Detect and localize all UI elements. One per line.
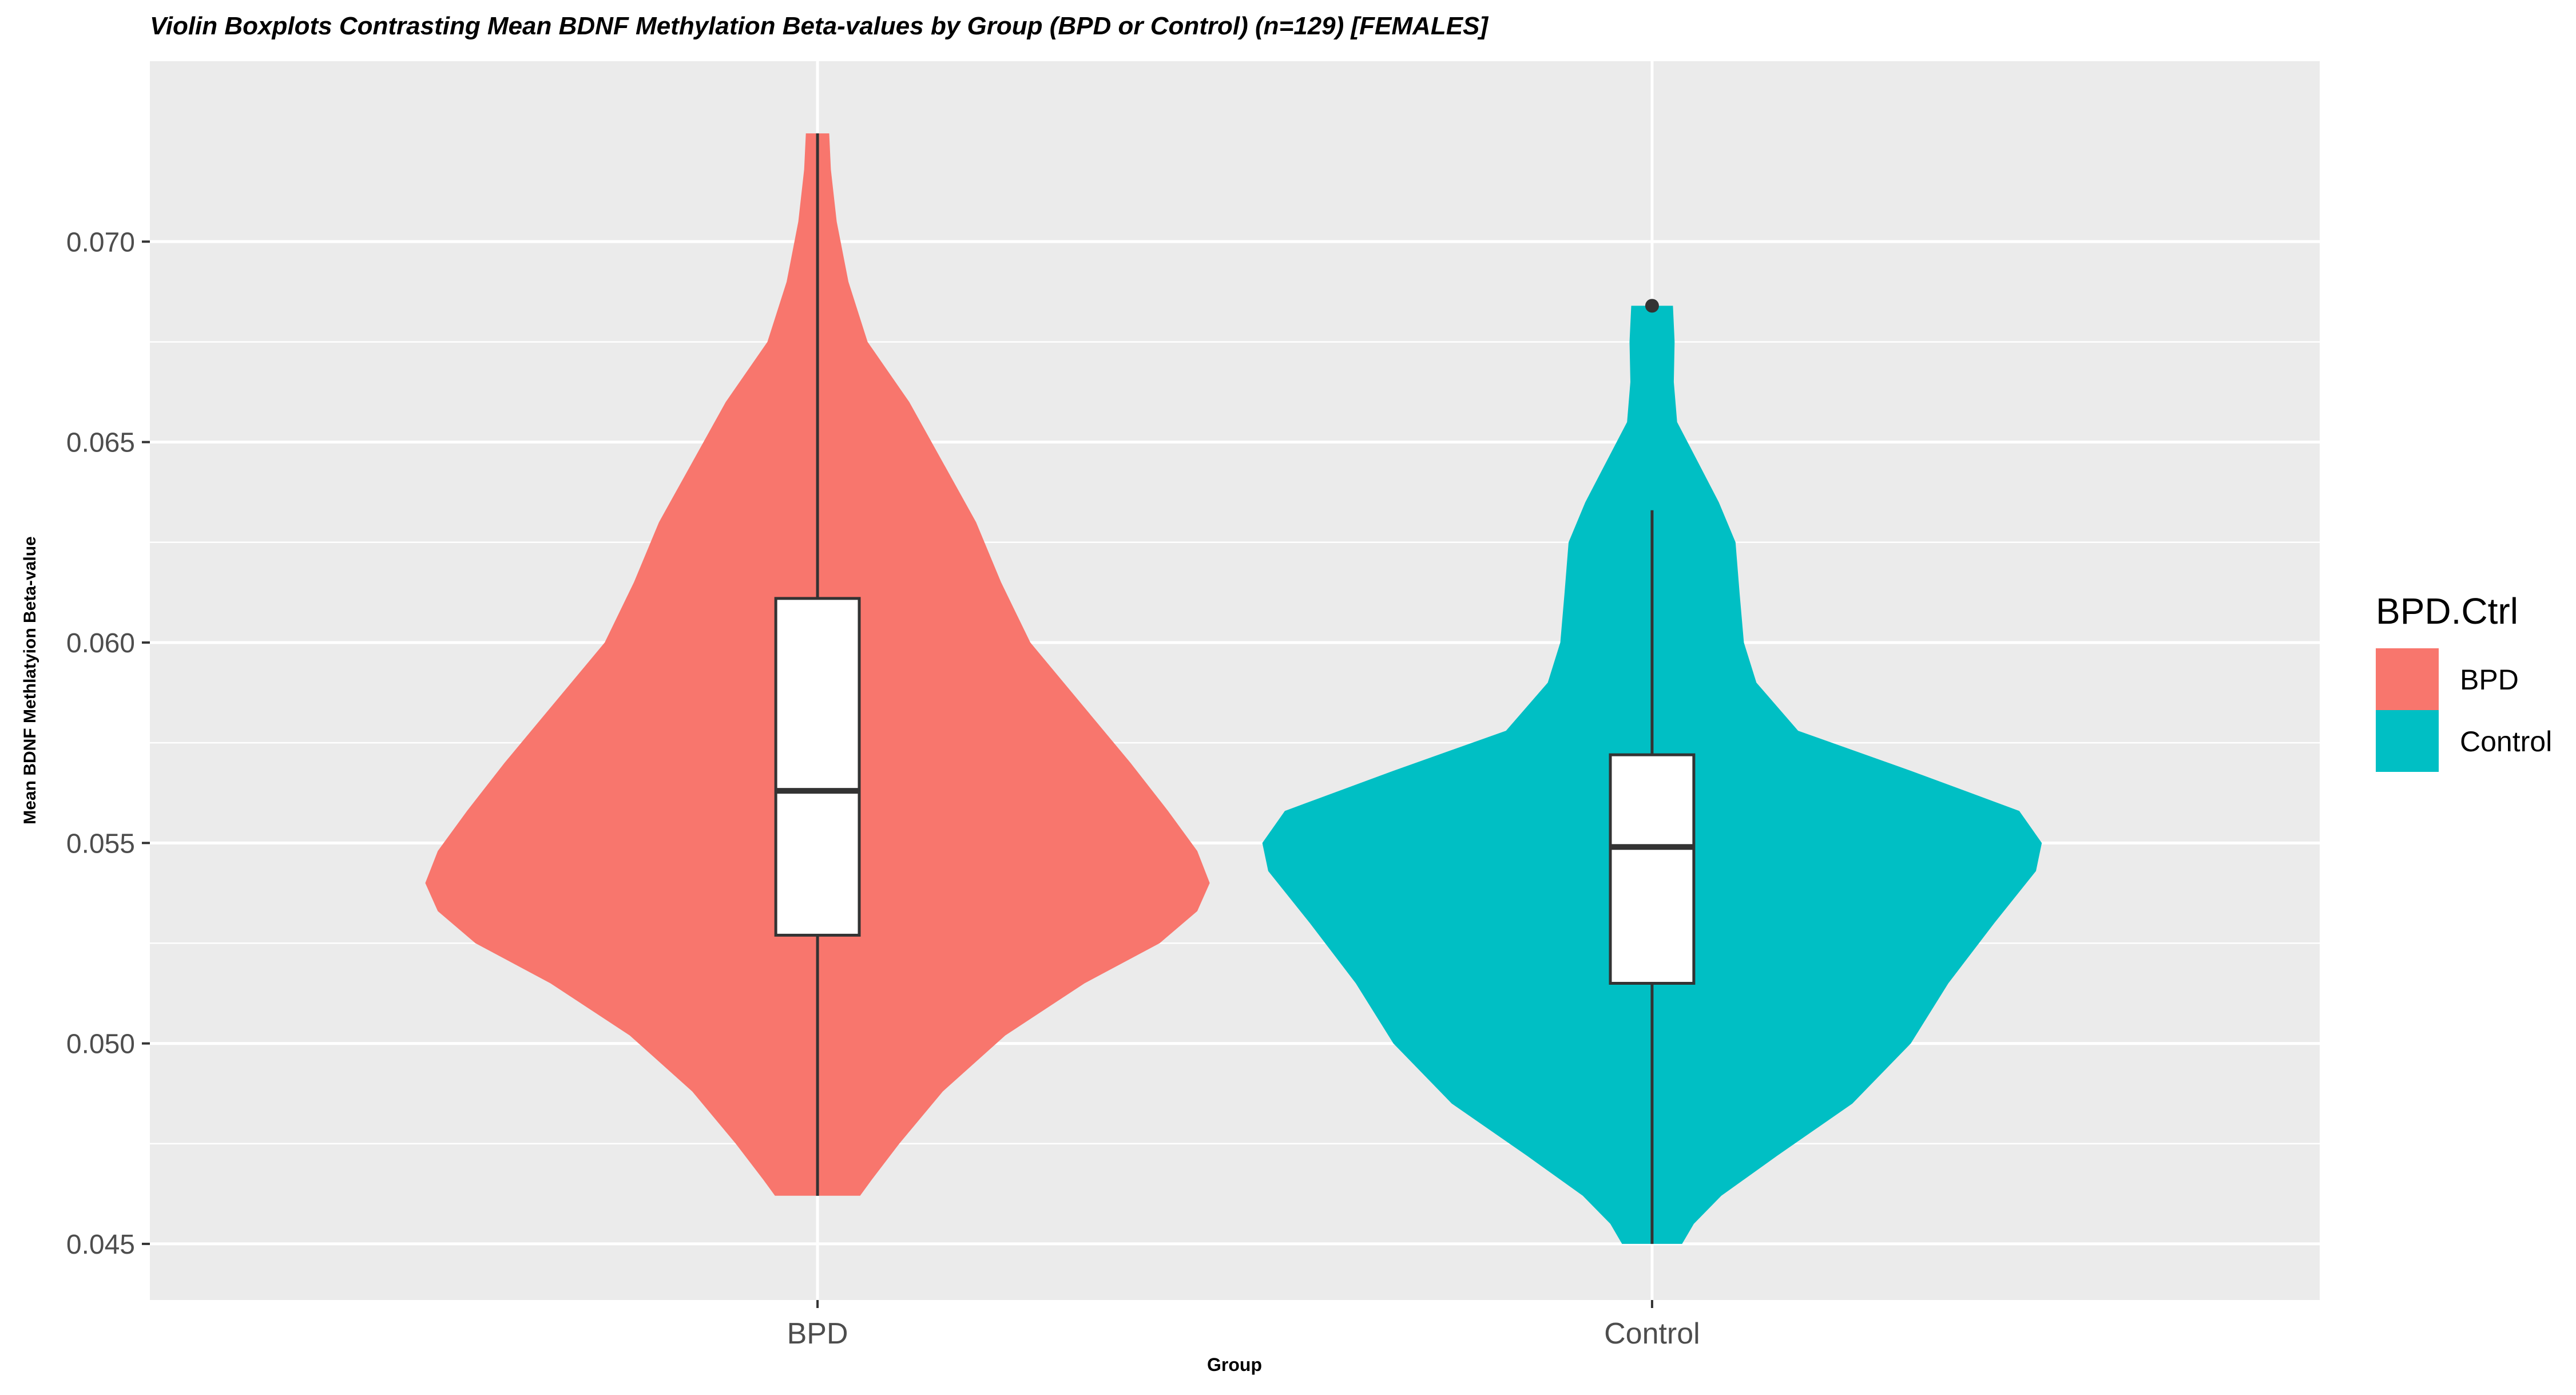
y-tick-label: 0.055 [66,829,135,859]
chart-title: Violin Boxplots Contrasting Mean BDNF Me… [150,12,1489,40]
y-tick-label: 0.065 [66,428,135,458]
x-tick-label: BPD [787,1317,848,1350]
x-tick-label: Control [1604,1317,1700,1350]
legend-key-bpd [2376,648,2439,710]
x-axis-ticks: BPD Control [787,1300,1700,1350]
legend-key-control [2376,710,2439,772]
legend: BPD.Ctrl BPD Control [2376,591,2552,772]
y-axis-ticks: 0.045 0.050 0.055 0.060 0.065 0.070 [66,227,150,1260]
y-tick-label: 0.070 [66,227,135,257]
legend-label-control: Control [2460,726,2552,758]
box-bpd [774,597,861,937]
outlier-point-control [1645,299,1659,313]
y-tick-label: 0.060 [66,628,135,659]
y-tick-label: 0.045 [66,1230,135,1260]
x-axis-title: Group [1207,1354,1262,1375]
legend-label-bpd: BPD [2460,664,2519,696]
y-tick-label: 0.050 [66,1029,135,1060]
boxplots [774,133,1696,1244]
legend-title: BPD.Ctrl [2376,591,2518,632]
box-control [1609,753,1696,985]
plot-panel [150,61,2320,1300]
y-axis-title: Mean BDNF Methlatyion Beta-value [21,536,39,824]
